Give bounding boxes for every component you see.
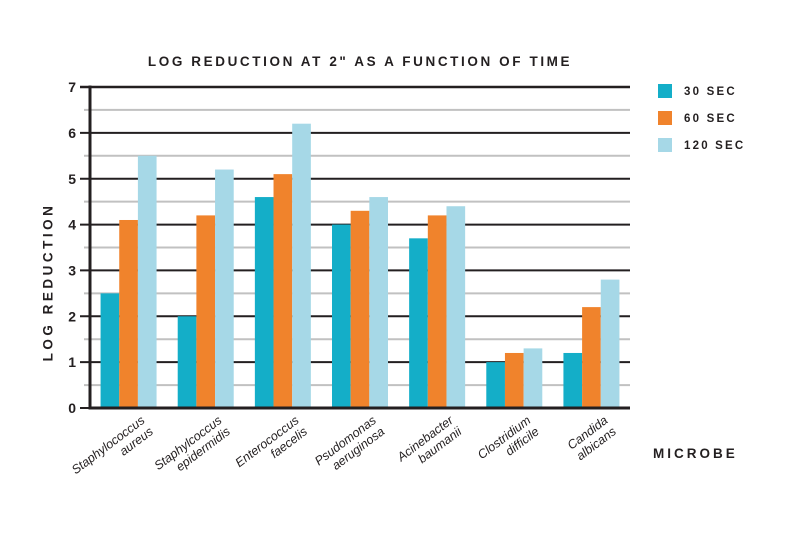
bar-60sec-cat2 <box>273 174 293 408</box>
y-axis-title: LOG REDUCTION <box>40 202 56 362</box>
x-axis-title: MICROBE <box>653 446 738 461</box>
bar-120sec-cat0 <box>137 155 157 408</box>
bar-60sec-cat0 <box>119 219 138 408</box>
bar-30sec-cat2 <box>254 197 274 408</box>
y-tick-label-5: 5 <box>68 171 76 187</box>
bar-30sec-cat6 <box>563 352 583 408</box>
bar-30sec-cat1 <box>177 316 197 408</box>
legend-label-60sec: 60 SEC <box>684 112 737 125</box>
bar-120sec-cat1 <box>215 169 234 408</box>
legend-label-30sec: 30 SEC <box>684 85 737 98</box>
bar-30sec-cat3 <box>332 224 351 408</box>
legend-swatch-30sec-icon <box>658 84 672 98</box>
y-tick-label-4: 4 <box>68 217 76 233</box>
bar-120sec-cat6 <box>600 279 620 408</box>
bar-120sec-cat4 <box>446 206 466 408</box>
bar-120sec-cat3 <box>369 197 388 408</box>
legend-item-120sec: 120 SEC <box>658 138 745 152</box>
y-tick-label-6: 6 <box>68 125 76 141</box>
y-tick-label-3: 3 <box>68 262 76 278</box>
y-tick-label-2: 2 <box>68 308 76 324</box>
bar-120sec-cat2 <box>292 123 311 408</box>
bar-60sec-cat3 <box>350 210 370 408</box>
bar-60sec-cat4 <box>427 215 447 408</box>
legend-swatch-120sec-icon <box>658 138 672 152</box>
bar-30sec-cat0 <box>100 293 120 408</box>
bar-60sec-cat5 <box>504 352 524 408</box>
y-tick-label-7: 7 <box>68 79 76 95</box>
chart-title: LOG REDUCTION AT 2" AS A FUNCTION OF TIM… <box>147 54 573 69</box>
y-tick-label-0: 0 <box>68 400 76 416</box>
bar-30sec-cat4 <box>409 238 428 408</box>
bar-60sec-cat1 <box>196 215 216 408</box>
legend-item-60sec: 60 SEC <box>658 111 745 125</box>
bar-30sec-cat5 <box>486 362 505 408</box>
bar-120sec-cat5 <box>523 348 543 408</box>
bar-60sec-cat6 <box>582 307 601 408</box>
legend-item-30sec: 30 SEC <box>658 84 745 98</box>
legend: 30 SEC 60 SEC 120 SEC <box>658 84 745 152</box>
y-tick-label-1: 1 <box>68 354 76 370</box>
legend-swatch-60sec-icon <box>658 111 672 125</box>
legend-label-120sec: 120 SEC <box>684 139 746 152</box>
